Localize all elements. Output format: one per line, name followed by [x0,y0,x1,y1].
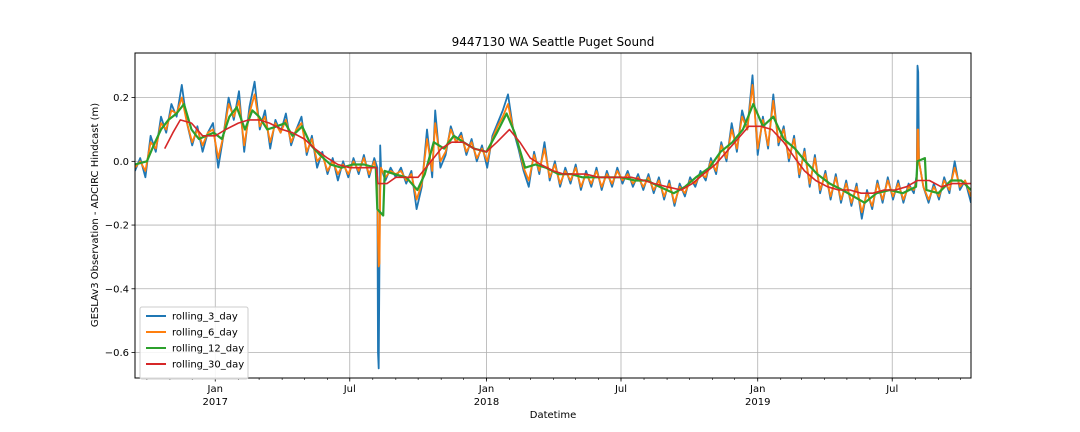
x-tick-year-label: 2018 [474,397,499,408]
legend: rolling_3_day rolling_6_day rolling_12_day… [139,306,249,380]
series-line-rolling_12_day [135,102,971,217]
legend-label: rolling_12_day [172,344,244,355]
legend-box [139,306,249,380]
y-tick-label: −0.4 [105,284,129,295]
x-tick-label: Jan [478,384,494,395]
y-axis: −0.6 −0.4 −0.2 0.0 0.2 [105,93,135,359]
x-tick-label: Jul [343,384,356,395]
series-line-rolling_30_day [163,119,971,194]
x-tick-label: Jul [614,384,627,395]
plot-frame [134,52,972,379]
legend-label: rolling_30_day [172,360,244,371]
chart-title: 9447130 WA Seattle Puget Sound [452,35,655,49]
series-line-rolling_6_day [135,84,971,268]
x-tick-year-label: 2019 [745,397,770,408]
y-tick-label: 0.0 [113,157,129,168]
legend-label: rolling_3_day [172,312,238,323]
plot-area [135,64,971,370]
y-axis-label: GESLAv3 Observation - ADCIRC Hindcast (m… [90,103,101,327]
x-tick-label: Jul [885,384,898,395]
x-axis-label: Datetime [530,410,577,421]
legend-label: rolling_6_day [172,328,238,339]
series-group [135,64,971,370]
x-tick-year-label: 2017 [203,397,228,408]
y-tick-label: 0.2 [113,93,129,104]
x-tick-label: Jan [207,384,223,395]
grid [135,53,971,378]
series-line-rolling_3_day [135,64,971,370]
x-tick-label: Jan [749,384,765,395]
y-tick-label: −0.6 [105,348,129,359]
y-tick-label: −0.2 [105,221,129,232]
x-axis: Jan 2017 Jul Jan 2018 Jul Jan 2019 Jul [146,378,961,408]
